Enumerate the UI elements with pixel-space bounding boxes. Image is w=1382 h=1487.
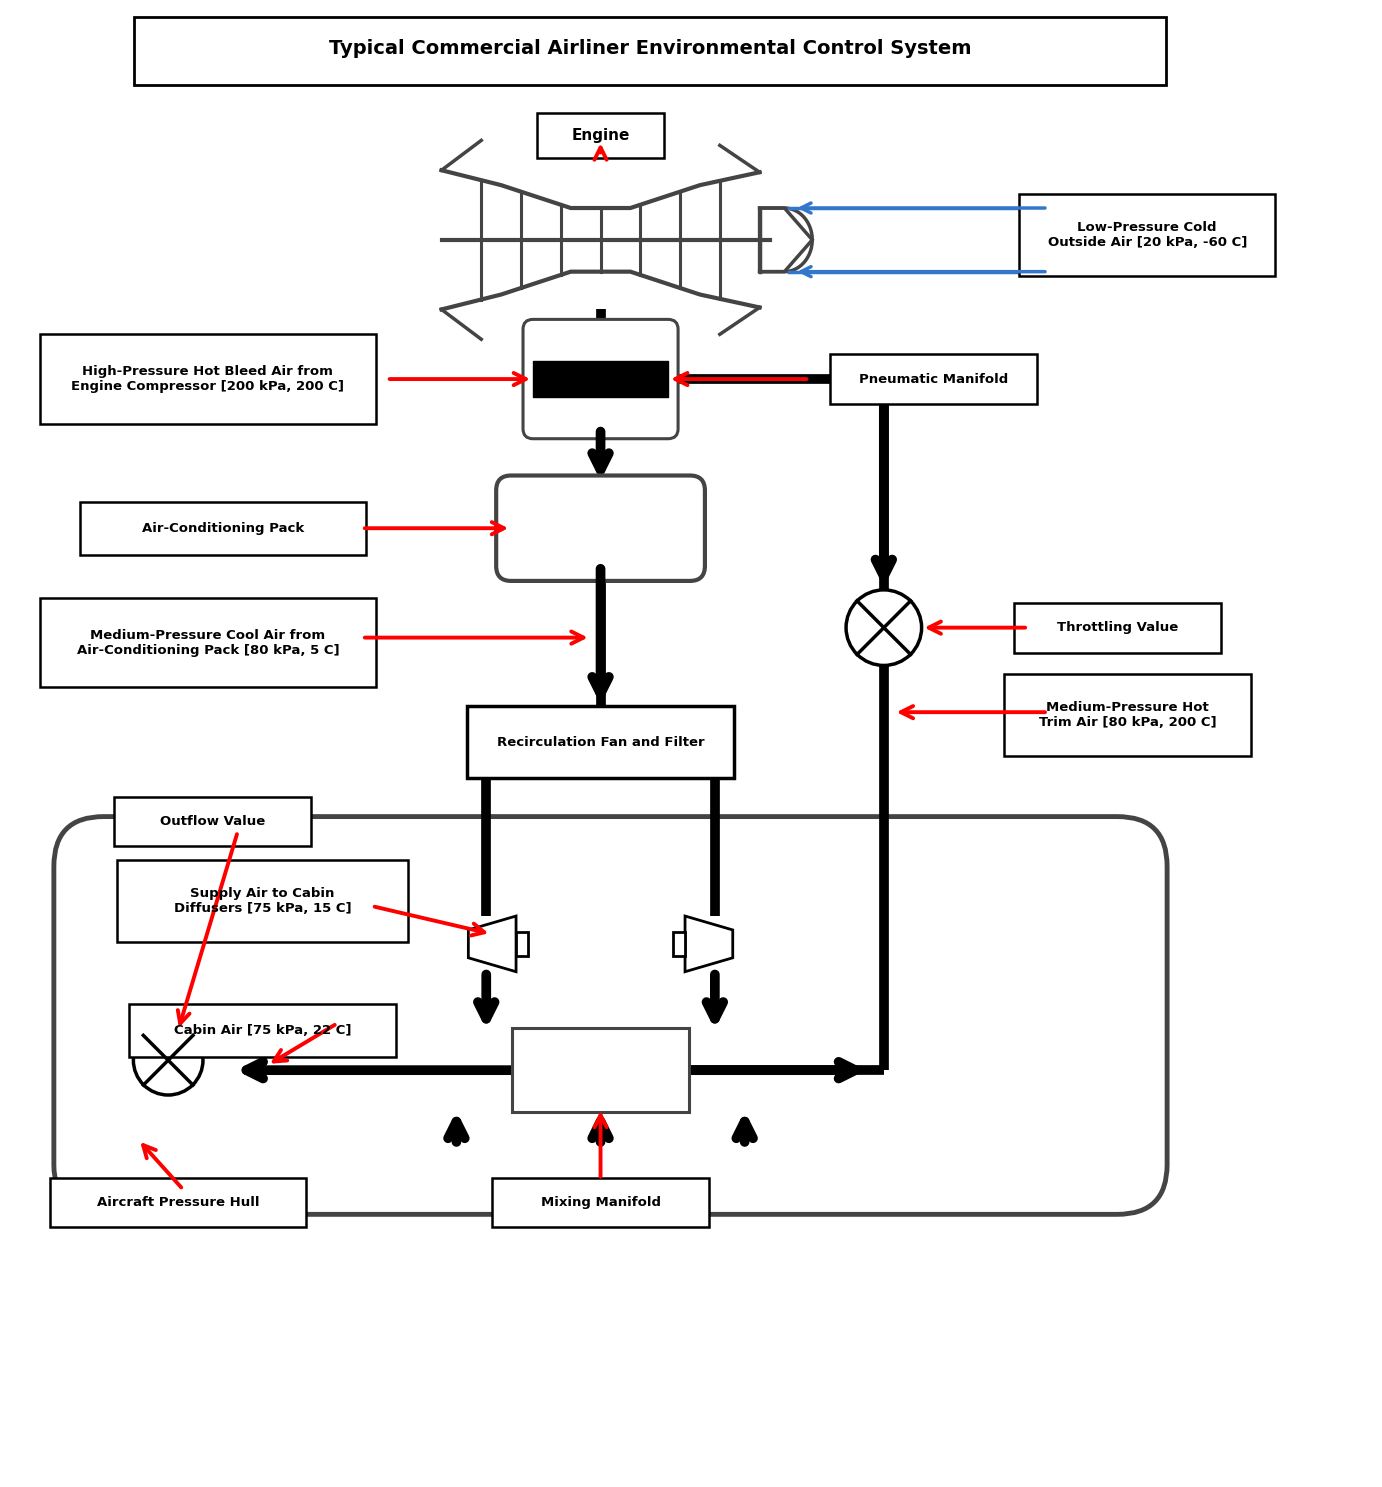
- Text: Throttling Value: Throttling Value: [1057, 622, 1177, 633]
- FancyBboxPatch shape: [538, 113, 665, 158]
- Text: Air-Conditioning Pack: Air-Conditioning Pack: [142, 522, 304, 535]
- Text: Aircraft Pressure Hull: Aircraft Pressure Hull: [97, 1196, 260, 1209]
- Circle shape: [134, 1026, 203, 1094]
- FancyBboxPatch shape: [54, 816, 1168, 1215]
- FancyBboxPatch shape: [50, 1178, 307, 1227]
- FancyBboxPatch shape: [134, 16, 1166, 85]
- FancyBboxPatch shape: [492, 1178, 709, 1227]
- Bar: [673, 932, 685, 956]
- Text: High-Pressure Hot Bleed Air from
Engine Compressor [200 kPa, 200 C]: High-Pressure Hot Bleed Air from Engine …: [72, 364, 344, 393]
- Text: Typical Commercial Airliner Environmental Control System: Typical Commercial Airliner Environmenta…: [329, 40, 972, 58]
- Text: Recirculation Fan and Filter: Recirculation Fan and Filter: [496, 736, 705, 748]
- Polygon shape: [468, 916, 515, 971]
- Text: Pneumatic Manifold: Pneumatic Manifold: [858, 373, 1007, 385]
- Text: Medium-Pressure Cool Air from
Air-Conditioning Pack [80 kPa, 5 C]: Medium-Pressure Cool Air from Air-Condit…: [76, 629, 339, 657]
- Text: Supply Air to Cabin
Diffusers [75 kPa, 15 C]: Supply Air to Cabin Diffusers [75 kPa, 1…: [174, 888, 351, 915]
- FancyBboxPatch shape: [40, 335, 376, 424]
- FancyBboxPatch shape: [115, 797, 311, 846]
- FancyBboxPatch shape: [467, 706, 734, 778]
- FancyBboxPatch shape: [496, 476, 705, 581]
- FancyBboxPatch shape: [831, 354, 1036, 404]
- Text: Outflow Value: Outflow Value: [160, 815, 265, 828]
- FancyBboxPatch shape: [117, 859, 408, 943]
- Text: Engine: Engine: [571, 128, 630, 143]
- FancyBboxPatch shape: [522, 320, 679, 439]
- FancyBboxPatch shape: [513, 1029, 690, 1112]
- FancyBboxPatch shape: [1005, 674, 1251, 757]
- Text: Mixing Manifold: Mixing Manifold: [540, 1196, 661, 1209]
- Circle shape: [846, 590, 922, 666]
- Text: Low-Pressure Cold
Outside Air [20 kPa, -60 C]: Low-Pressure Cold Outside Air [20 kPa, -…: [1048, 222, 1247, 248]
- FancyBboxPatch shape: [1014, 602, 1220, 653]
- Polygon shape: [685, 916, 732, 971]
- Text: Cabin Air [75 kPa, 22 C]: Cabin Air [75 kPa, 22 C]: [174, 1025, 351, 1036]
- FancyBboxPatch shape: [40, 598, 376, 687]
- FancyBboxPatch shape: [130, 1004, 395, 1057]
- FancyBboxPatch shape: [1019, 193, 1276, 277]
- Text: Medium-Pressure Hot
Trim Air [80 kPa, 200 C]: Medium-Pressure Hot Trim Air [80 kPa, 20…: [1038, 702, 1216, 729]
- Bar: [515, 932, 528, 956]
- FancyBboxPatch shape: [80, 501, 366, 555]
